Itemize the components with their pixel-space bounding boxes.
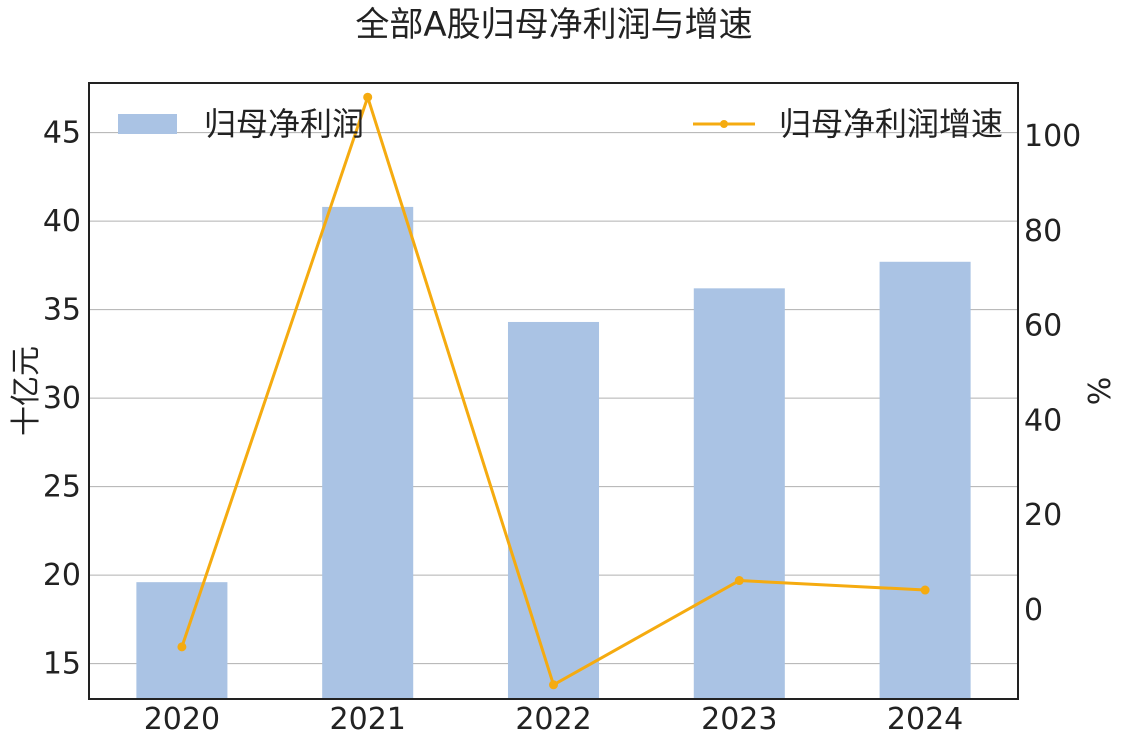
- plot-frame: [88, 82, 1019, 700]
- left-tick-label: 15: [43, 647, 81, 682]
- x-tick-label: 2023: [701, 702, 777, 737]
- x-tick-label: 2022: [515, 702, 591, 737]
- bar: [322, 206, 414, 699]
- x-tick-label: 2020: [144, 702, 220, 737]
- left-tick-label: 20: [43, 558, 81, 593]
- line-point: [734, 576, 744, 586]
- left-y-axis: 15 20 25 30 35 40 45: [43, 116, 81, 682]
- x-tick-label: 2021: [330, 702, 406, 737]
- legend-left: 归母净利润: [118, 105, 364, 143]
- right-tick-label: 60: [1024, 309, 1062, 344]
- right-axis-label: %: [1083, 377, 1118, 406]
- right-tick-label: 100: [1024, 119, 1081, 154]
- line-series: [177, 92, 930, 690]
- right-tick-label: 80: [1024, 214, 1062, 249]
- bar: [507, 321, 600, 699]
- right-tick-label: 40: [1024, 403, 1062, 438]
- left-tick-label: 45: [43, 116, 81, 151]
- line-point: [920, 585, 930, 595]
- chart-title: 全部A股归母净利润与增速: [355, 5, 752, 45]
- x-axis: 2020 2021 2022 2023 2024: [144, 702, 964, 737]
- line-point: [549, 680, 558, 690]
- left-tick-label: 35: [43, 293, 81, 328]
- left-axis-label: 十亿元: [9, 346, 44, 436]
- bar: [879, 261, 971, 699]
- bar: [693, 288, 785, 699]
- right-tick-label: 0: [1024, 593, 1043, 628]
- left-tick-label: 30: [43, 381, 81, 416]
- left-tick-label: 25: [43, 470, 81, 505]
- legend-line-label: 归母净利润增速: [779, 105, 1003, 143]
- line-point: [177, 642, 187, 652]
- legend-line-marker: [720, 120, 728, 128]
- line-point: [363, 92, 373, 102]
- bar-series: [136, 206, 971, 699]
- left-tick-label: 40: [43, 204, 81, 239]
- right-y-axis: 0 20 40 60 80 100: [1024, 119, 1081, 628]
- legend-right: 归母净利润增速: [693, 105, 1003, 143]
- legend-bar-swatch: [118, 114, 177, 134]
- bar: [136, 582, 228, 699]
- right-tick-label: 20: [1024, 498, 1062, 533]
- x-tick-label: 2024: [887, 702, 963, 737]
- legend-bar-label: 归母净利润: [204, 105, 364, 143]
